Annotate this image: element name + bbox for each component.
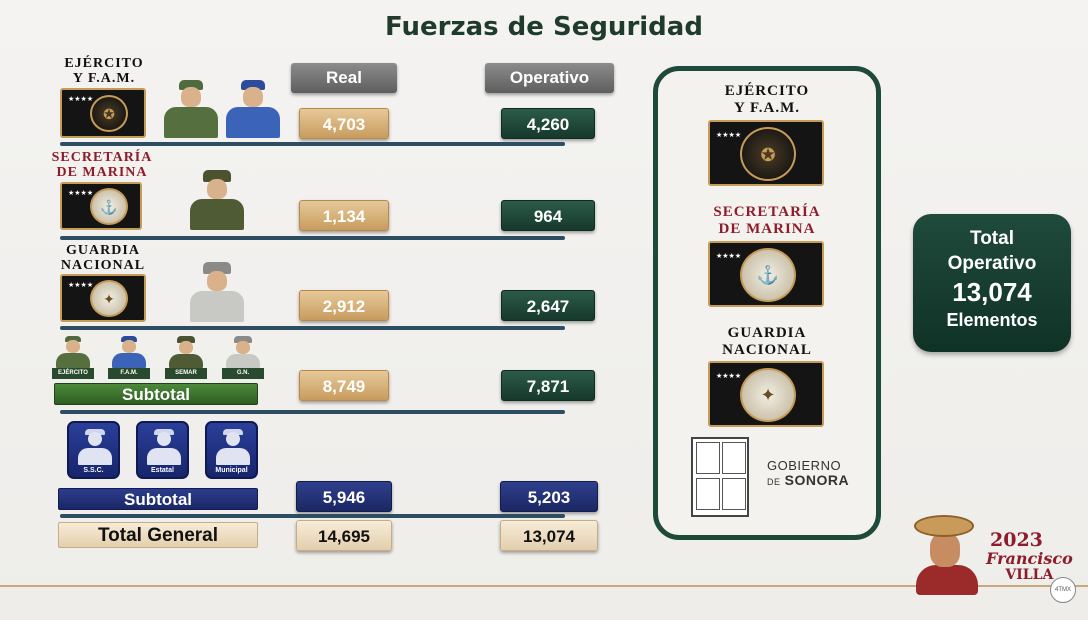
total-operativo-line1: Total bbox=[970, 228, 1014, 249]
federal-subtotal-real: 8,749 bbox=[299, 370, 389, 401]
total-operativo-card: Total Operativo 13,074 Elementos bbox=[913, 214, 1071, 352]
panel-marina-label: SECRETARÍA DE MARINA bbox=[678, 204, 856, 238]
guardia-mini-icon bbox=[222, 336, 264, 368]
federal-subtotal-label: Subtotal bbox=[54, 383, 258, 405]
army-mini-icon bbox=[52, 336, 94, 368]
gobierno-sonora-logo: GOBIERNO DE SONORA bbox=[767, 458, 849, 490]
guardia-nacional-badge: ★★★★ ✦ bbox=[60, 274, 146, 322]
ejercito-real-value: 4,703 bbox=[299, 108, 389, 139]
sedena-seal-icon: ✪ bbox=[90, 95, 128, 132]
stars-icon: ★★★★ bbox=[716, 373, 742, 380]
sonora-coat-of-arms-icon bbox=[691, 437, 749, 517]
panel-guardia-line2: NACIONAL bbox=[722, 342, 812, 358]
local-subtotal-label: Subtotal bbox=[58, 488, 258, 510]
ejercito-label-line1: EJÉRCITO bbox=[64, 56, 144, 71]
panel-sedena-seal-icon: ✪ bbox=[740, 127, 796, 181]
guardia-real-value: 2,912 bbox=[299, 290, 389, 321]
marine-soldier-icon bbox=[188, 170, 246, 230]
local-subtotal-operativo: 5,203 bbox=[500, 481, 598, 512]
total-operativo-value: 13,074 bbox=[952, 277, 1032, 307]
police-tag-estatal: Estatal bbox=[151, 467, 174, 474]
footer-divider bbox=[0, 585, 1088, 587]
guardia-nacional-seal-icon: ✦ bbox=[90, 280, 128, 317]
mini-semar: SEMAR bbox=[165, 336, 207, 379]
panel-guardia-badge: ★★★★ ✦ bbox=[708, 361, 824, 427]
ejercito-operativo-value: 4,260 bbox=[501, 108, 595, 139]
footer-year: 2023 bbox=[990, 529, 1043, 551]
semar-badge: ★★★★ ⚓ bbox=[60, 182, 142, 230]
footer-name-line1: Francisco bbox=[986, 549, 1073, 568]
francisco-villa-2023-logo: 2023 Francisco VILLA 4TMX bbox=[910, 515, 1080, 605]
panel-guardia-label: GUARDIA NACIONAL bbox=[678, 325, 856, 359]
marina-real-value: 1,134 bbox=[299, 200, 389, 231]
federal-subtotal-operativo: 7,871 bbox=[501, 370, 595, 401]
marina-operativo-value: 964 bbox=[501, 200, 595, 231]
stars-icon: ★★★★ bbox=[68, 282, 94, 289]
footer-name-line2: VILLA bbox=[1005, 567, 1054, 583]
stars-icon: ★★★★ bbox=[68, 96, 94, 103]
page-title: Fuerzas de Seguridad bbox=[385, 12, 703, 42]
guardia-label-line1: GUARDIA bbox=[66, 243, 140, 258]
marina-label-line1: SECRETARÍA bbox=[51, 150, 153, 165]
villa-portrait-icon bbox=[916, 565, 978, 595]
air-force-soldier-icon bbox=[224, 80, 282, 138]
total-general-label: Total General bbox=[58, 522, 258, 548]
footer-stamp-icon: 4TMX bbox=[1050, 577, 1076, 603]
panel-ejercito-line2: Y F.A.M. bbox=[733, 100, 801, 116]
panel-sedena-badge: ★★★★ ✪ bbox=[708, 120, 824, 186]
panel-ejercito-line1: EJÉRCITO bbox=[724, 83, 810, 99]
panel-marina-line2: DE MARINA bbox=[718, 221, 816, 237]
police-ssc-icon: S.S.C. bbox=[67, 421, 120, 479]
semar-seal-icon: ⚓ bbox=[90, 188, 128, 225]
stars-icon: ★★★★ bbox=[716, 253, 742, 260]
marina-label-line2: DE MARINA bbox=[56, 165, 148, 180]
row-divider bbox=[60, 514, 565, 518]
row-divider bbox=[60, 410, 565, 414]
police-estatal-icon: Estatal bbox=[136, 421, 189, 479]
marina-label: SECRETARÍA DE MARINA bbox=[44, 150, 160, 180]
panel-semar-badge: ★★★★ ⚓ bbox=[708, 241, 824, 307]
mini-tag-ejercito: EJÉRCITO bbox=[52, 368, 94, 379]
row-divider bbox=[60, 236, 565, 240]
panel-guardia-seal-icon: ✦ bbox=[740, 368, 796, 422]
panel-semar-seal-icon: ⚓ bbox=[740, 248, 796, 302]
total-operativo-line2: Operativo bbox=[947, 253, 1037, 274]
mini-fam: F.A.M. bbox=[108, 336, 150, 379]
stars-icon: ★★★★ bbox=[68, 190, 94, 197]
police-municipal-icon: Municipal bbox=[205, 421, 258, 479]
sedena-badge: ★★★★ ✪ bbox=[60, 88, 146, 138]
mini-ejercito: EJÉRCITO bbox=[52, 336, 94, 379]
air-force-mini-icon bbox=[108, 336, 150, 368]
mini-tag-gn: G.N. bbox=[222, 368, 264, 379]
panel-guardia-line1: GUARDIA bbox=[727, 325, 807, 341]
row-divider bbox=[60, 326, 565, 330]
marine-mini-icon bbox=[165, 336, 207, 368]
operativo-column-header: Operativo bbox=[485, 63, 614, 93]
total-operativo-line4: Elementos bbox=[946, 310, 1038, 330]
guardia-nacional-label: GUARDIA NACIONAL bbox=[50, 243, 156, 273]
real-column-header: Real bbox=[291, 63, 397, 93]
panel-marina-line1: SECRETARÍA bbox=[713, 204, 821, 220]
guardia-label-line2: NACIONAL bbox=[60, 258, 146, 273]
footer-name: Francisco VILLA bbox=[986, 549, 1073, 584]
army-soldier-icon bbox=[162, 80, 220, 138]
mini-gn: G.N. bbox=[222, 336, 264, 379]
police-tag-ssc: S.S.C. bbox=[83, 467, 104, 474]
ejercito-label-line2: Y F.A.M. bbox=[72, 71, 136, 86]
local-subtotal-real: 5,946 bbox=[296, 481, 392, 512]
mini-tag-semar: SEMAR bbox=[165, 368, 207, 379]
stars-icon: ★★★★ bbox=[716, 132, 742, 139]
ejercito-label: EJÉRCITO Y F.A.M. bbox=[54, 56, 154, 86]
gobierno-prefix: DE bbox=[767, 477, 781, 487]
police-tag-municipal: Municipal bbox=[215, 467, 248, 474]
gobierno-line2: SONORA bbox=[784, 472, 850, 488]
mini-tag-fam: F.A.M. bbox=[108, 368, 150, 379]
total-general-real: 14,695 bbox=[296, 520, 392, 551]
panel-ejercito-label: EJÉRCITO Y F.A.M. bbox=[678, 83, 856, 117]
total-general-operativo: 13,074 bbox=[500, 520, 598, 551]
gobierno-line1: GOBIERNO bbox=[767, 458, 842, 473]
row-divider bbox=[60, 142, 565, 146]
guardia-operativo-value: 2,647 bbox=[501, 290, 595, 321]
guardia-soldier-icon bbox=[188, 262, 246, 322]
